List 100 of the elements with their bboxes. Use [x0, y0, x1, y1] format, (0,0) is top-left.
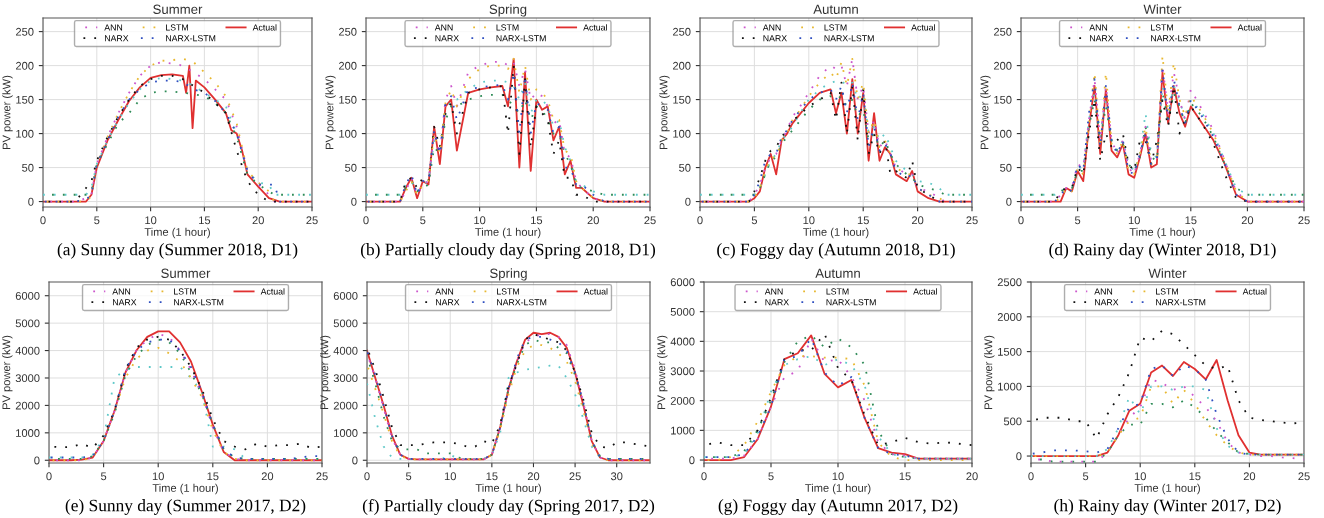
legend-label: LSTM [174, 288, 196, 295]
x-axis-title: Time (1 hour) [144, 227, 210, 239]
y-tick-label: 2000 [15, 401, 40, 410]
x-tick-label: 25 [569, 472, 581, 481]
x-tick-label: 0 [363, 216, 369, 225]
x-tick-label: 25 [316, 472, 328, 481]
x-tick-label: 5 [1074, 216, 1081, 225]
legend-label: Actual [1237, 24, 1262, 31]
x-tick-label: 20 [1241, 216, 1254, 225]
x-tick-label: 5 [1082, 472, 1089, 481]
y-tick-label: 250 [672, 27, 691, 36]
x-tick-label: 25 [966, 216, 978, 225]
x-tick-label: 15 [1185, 216, 1197, 225]
legend-label: NARX-LSTM [826, 299, 876, 306]
x-tick-label: 25 [1298, 216, 1310, 225]
x-tick-label: 5 [405, 472, 412, 481]
line-series [1031, 385, 1304, 457]
chart-title: Spring [489, 4, 527, 17]
y-tick-label: 250 [338, 27, 357, 36]
legend-label: Actual [583, 288, 608, 295]
y-tick-label: 2000 [670, 396, 695, 405]
legend-label: ANN [104, 24, 123, 31]
legend-label: NARX [436, 299, 460, 306]
y-tick-label: 200 [15, 61, 34, 70]
y-tick-label: 1500 [998, 347, 1022, 356]
legend-label: NARX [113, 299, 137, 306]
y-tick-label: 250 [15, 27, 34, 36]
x-tick-label: 20 [527, 472, 540, 481]
text: (a) Sunny day (Summer 2018, D1) [57, 243, 298, 259]
y-tick-label: 0 [352, 456, 358, 465]
x-tick-label: 15 [899, 472, 911, 481]
x-axis-title: Time (1 hour) [152, 483, 218, 495]
y-tick-label: 0 [1016, 452, 1022, 461]
legend-label: ANN [762, 24, 781, 31]
y-tick-label: 4000 [15, 346, 40, 355]
legend-label: NARX [435, 35, 459, 42]
y-tick-label: 6000 [670, 278, 695, 287]
y-tick-label: 1000 [16, 429, 40, 437]
text: (c) Foggy day (Autumn 2018, D1) [717, 243, 955, 259]
y-axis-title: PV power (kW) [2, 75, 13, 149]
legend-label: LSTM [497, 288, 519, 295]
x-tick-label: 0 [701, 472, 707, 481]
x-tick-label: 15 [857, 216, 869, 225]
y-tick-label: 50 [679, 163, 691, 172]
legend-label: LSTM [824, 24, 847, 31]
y-tick-label: 100 [673, 129, 691, 138]
y-tick-label: 100 [339, 129, 357, 138]
legend-label: ANN [434, 24, 453, 31]
legend-label: Actual [260, 288, 285, 295]
x-tick-label: 10 [1134, 472, 1146, 481]
x-axis-title: Time (1 hour) [1129, 227, 1195, 239]
y-tick-label: 5000 [333, 319, 358, 328]
y-tick-label: 0 [34, 456, 40, 465]
y-tick-label: 250 [993, 27, 1012, 36]
x-tick-label: 20 [587, 216, 599, 225]
y-tick-label: 2000 [333, 401, 358, 410]
y-tick-label: 0 [689, 456, 695, 465]
y-tick-label: 6000 [333, 291, 358, 300]
x-tick-label: 20 [911, 216, 924, 225]
legend-label: LSTM [1151, 24, 1173, 31]
x-tick-label: 0 [46, 472, 52, 481]
text: (d) Rainy day (Winter 2018, D1) [1049, 243, 1276, 259]
y-tick-label: 0 [685, 197, 691, 206]
legend-label: NARX-LSTM [497, 299, 547, 306]
legend-label: NARX [765, 299, 789, 306]
y-tick-label: 200 [672, 61, 691, 70]
legend-label: LSTM [496, 24, 519, 31]
y-axis-title: PV power (kW) [325, 75, 336, 149]
legend-label: Actual [583, 24, 607, 31]
x-tick-label: 10 [474, 216, 486, 225]
x-tick-label: 25 [1298, 472, 1310, 481]
x-tick-label: 10 [145, 216, 157, 225]
y-axis-title: PV power (kW) [980, 75, 991, 149]
x-tick-label: 0 [364, 472, 370, 481]
x-tick-label: 15 [207, 472, 219, 481]
legend-label: NARX [1095, 299, 1119, 306]
x-tick-label: 15 [486, 472, 498, 481]
y-tick-label: 1000 [334, 429, 358, 437]
x-tick-label: 30 [610, 472, 623, 481]
legend-label: ANN [1094, 288, 1113, 295]
legend-label: NARX-LSTM [166, 35, 216, 42]
x-tick-label: 10 [832, 472, 844, 481]
y-axis-title: PV power (kW) [657, 335, 668, 409]
text: (b) Partially cloudy day (Spring 2018, D1) [360, 243, 656, 259]
text: (f) Partially cloudy day (Spring 2017, D2) [362, 499, 655, 516]
y-tick-label: 0 [28, 197, 34, 206]
x-tick-label: 5 [768, 472, 774, 481]
y-tick-label: 6000 [15, 291, 40, 300]
x-tick-label: 5 [100, 472, 107, 481]
legend-label: Actual [252, 24, 277, 31]
y-tick-label: 50 [345, 163, 357, 172]
y-tick-label: 500 [1003, 417, 1022, 426]
x-tick-label: 20 [261, 472, 274, 481]
y-tick-label: 100 [994, 129, 1012, 138]
y-tick-label: 50 [1000, 163, 1012, 172]
x-tick-label: 15 [531, 216, 543, 225]
x-axis-title: Time (1 hour) [1134, 483, 1200, 495]
text: (g) Foggy day (Autumn 2017, D2) [718, 499, 958, 515]
legend-label: LSTM [166, 24, 188, 31]
legend-label: NARX [763, 35, 787, 42]
